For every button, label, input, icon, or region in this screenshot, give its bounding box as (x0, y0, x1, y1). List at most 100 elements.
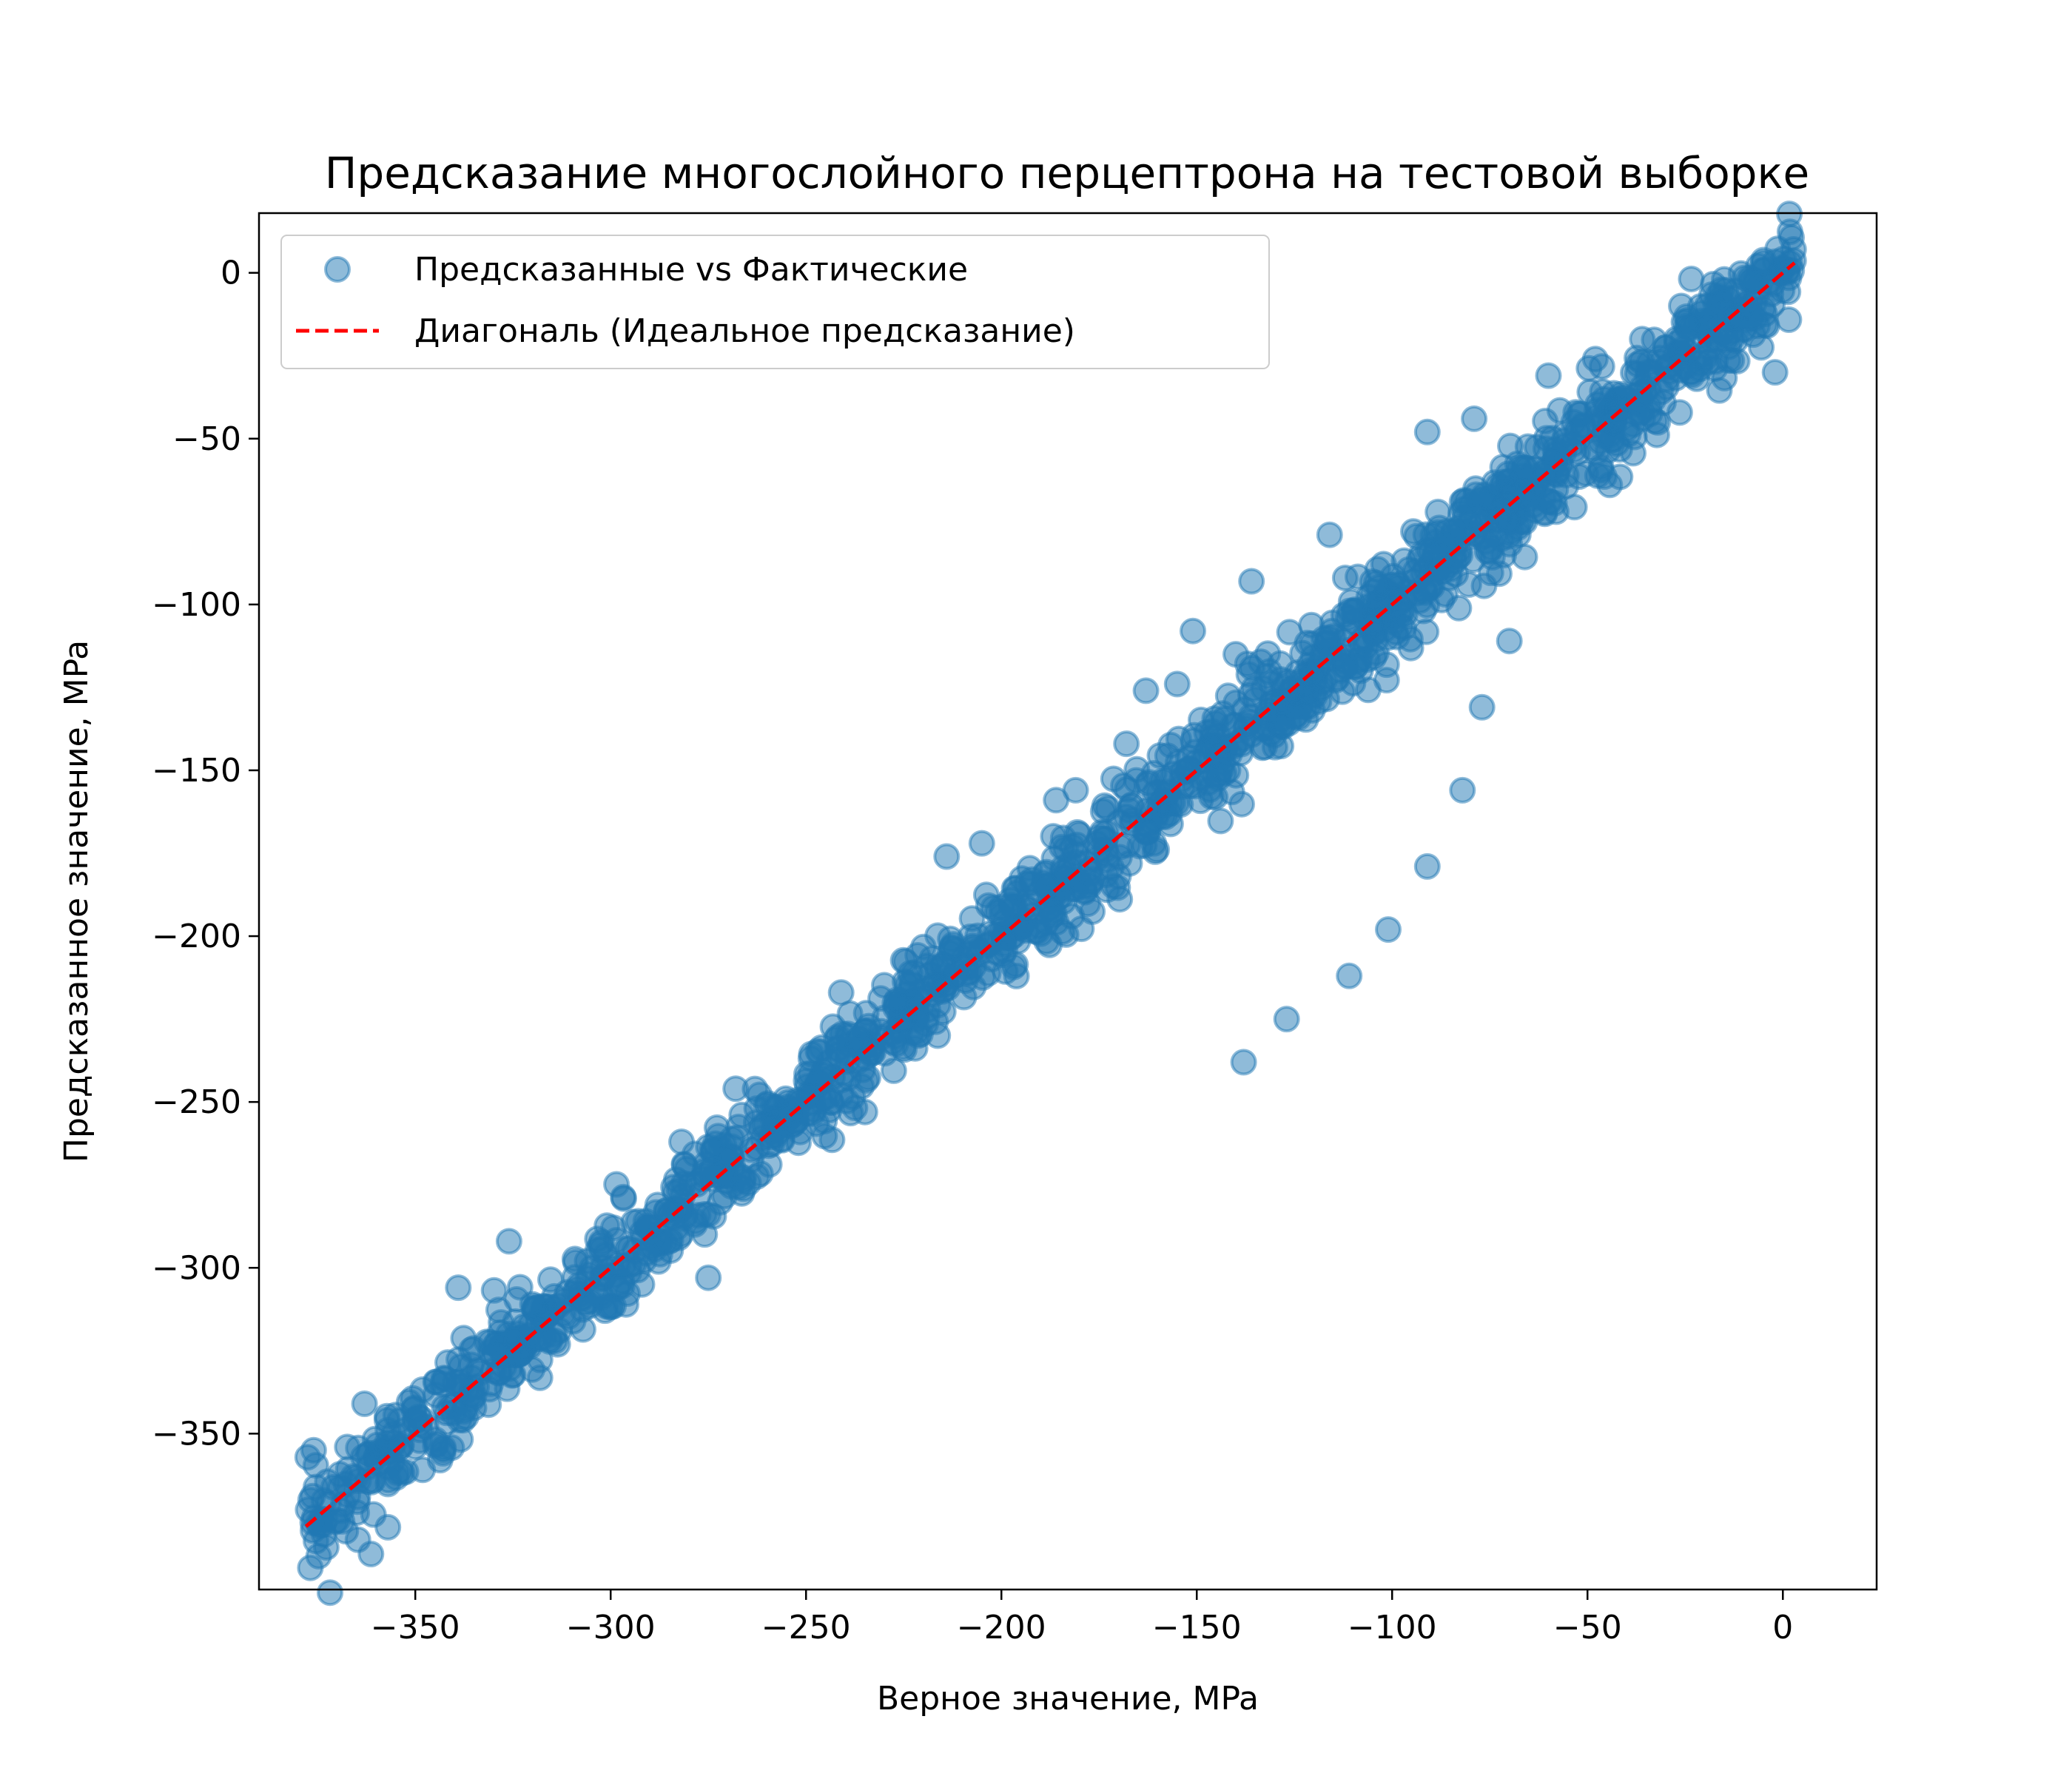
y-tick-label: −250 (152, 1083, 241, 1121)
scatter-point (682, 1211, 708, 1238)
x-tick-label: −350 (371, 1609, 460, 1646)
x-tick-label: −250 (761, 1609, 851, 1646)
x-tick-label: −100 (1348, 1609, 1437, 1646)
scatter-point (1649, 389, 1677, 417)
scatter-point (1254, 662, 1281, 690)
scatter-point (1775, 306, 1803, 333)
y-tick-label: −50 (172, 420, 241, 458)
scatter-point (968, 830, 995, 857)
legend-box (280, 235, 1270, 369)
scatter-point (1040, 823, 1067, 850)
scatter-point (811, 1123, 838, 1150)
y-tick-label: −200 (152, 918, 241, 955)
scatter-point (1470, 572, 1498, 599)
scatter-point (1581, 346, 1609, 373)
scatter-point (603, 1171, 630, 1198)
legend: Предсказанные vs Фактические Диагональ (… (280, 235, 1270, 369)
diagonal-line (304, 261, 1796, 1528)
scatter-point (295, 1496, 322, 1524)
scatter-point (1093, 876, 1120, 904)
scatter-point (1116, 850, 1143, 877)
scatter-point (495, 1228, 522, 1255)
x-tick-label: −50 (1553, 1609, 1622, 1646)
scatter-point (1375, 916, 1402, 944)
x-tick-label: 0 (1772, 1609, 1793, 1646)
scatter-point (1678, 266, 1705, 292)
scatter-point (1629, 326, 1656, 353)
scatter-point (323, 1507, 351, 1534)
scatter-point (1336, 962, 1363, 989)
scatter-point (940, 931, 967, 958)
scatter-points-layer (294, 201, 1807, 1607)
scatter-point (1668, 292, 1695, 320)
scatter-point (1628, 348, 1655, 375)
diagonal-line-layer (304, 261, 1796, 1528)
scatter-point (632, 1240, 659, 1267)
scatter-point (503, 1328, 531, 1355)
scatter-point (447, 1353, 474, 1380)
scatter-point (1152, 803, 1180, 830)
scatter-point (519, 1291, 546, 1318)
scatter-point (969, 963, 996, 991)
scatter-point (1238, 568, 1265, 595)
scatter-point (300, 1436, 327, 1464)
scatter-point (1123, 756, 1151, 783)
scatter-point (1604, 394, 1632, 422)
y-tick-label: −100 (152, 586, 241, 624)
scatter-point (526, 1364, 554, 1391)
scatter-point (1196, 776, 1223, 803)
scatter-point (1228, 730, 1255, 758)
scatter-point (1449, 776, 1476, 804)
scatter-point (1230, 1049, 1257, 1076)
scatter-point (806, 1039, 833, 1066)
scatter-point (1348, 628, 1374, 655)
scatter-point (1132, 677, 1160, 704)
y-tick-label: 0 (221, 255, 241, 292)
scatter-point (1511, 543, 1538, 571)
scatter-point (317, 1579, 343, 1607)
scatter-point (1063, 818, 1091, 846)
scatter-point (1462, 481, 1490, 508)
scatter-point (1058, 903, 1086, 930)
scatter-point (1254, 701, 1281, 728)
scatter-point (1542, 476, 1570, 503)
scatter-point (632, 1208, 659, 1235)
scatter-point (1100, 765, 1127, 793)
scatter-point (724, 1124, 751, 1151)
scatter-point (485, 1296, 512, 1324)
scatter-point (848, 1073, 875, 1100)
scatter-point (796, 1082, 824, 1109)
scatter-point (1332, 653, 1359, 680)
scatter-point (921, 972, 948, 1000)
scatter-point (1776, 218, 1803, 246)
x-tick-label: −200 (957, 1609, 1046, 1646)
scatter-point (1043, 787, 1070, 814)
scatter-point (850, 1033, 878, 1060)
x-tick-label: −150 (1152, 1609, 1242, 1646)
scatter-point (1032, 872, 1060, 900)
scatter-point (988, 902, 1015, 929)
scatter-point (1473, 537, 1501, 565)
scatter-point (933, 843, 961, 870)
scatter-point (1694, 292, 1721, 320)
scatter-point (1157, 731, 1185, 758)
y-axis-label: Предсказанное значение, MPa (58, 640, 95, 1163)
x-axis-ticks: −350 −300 −250 −200 −150 −100 −50 0 (371, 1590, 1793, 1646)
scatter-point (1413, 418, 1441, 445)
scatter-point (1567, 400, 1594, 428)
scatter-point (1379, 562, 1407, 590)
scatter-point (1433, 518, 1461, 545)
scatter-point (722, 1075, 750, 1103)
scatter-point (334, 1433, 361, 1461)
scatter-point (1761, 359, 1789, 386)
scatter-point (834, 1048, 861, 1075)
scatter-point (1496, 628, 1523, 655)
scatter-point (1468, 693, 1496, 721)
y-tick-label: −150 (152, 752, 241, 790)
scatter-point (1261, 733, 1288, 761)
scatter-point (1543, 498, 1570, 525)
scatter-point (1413, 852, 1441, 880)
scatter-point (1113, 730, 1140, 758)
scatter-point (530, 1323, 557, 1350)
plot-frame (258, 212, 1878, 1591)
